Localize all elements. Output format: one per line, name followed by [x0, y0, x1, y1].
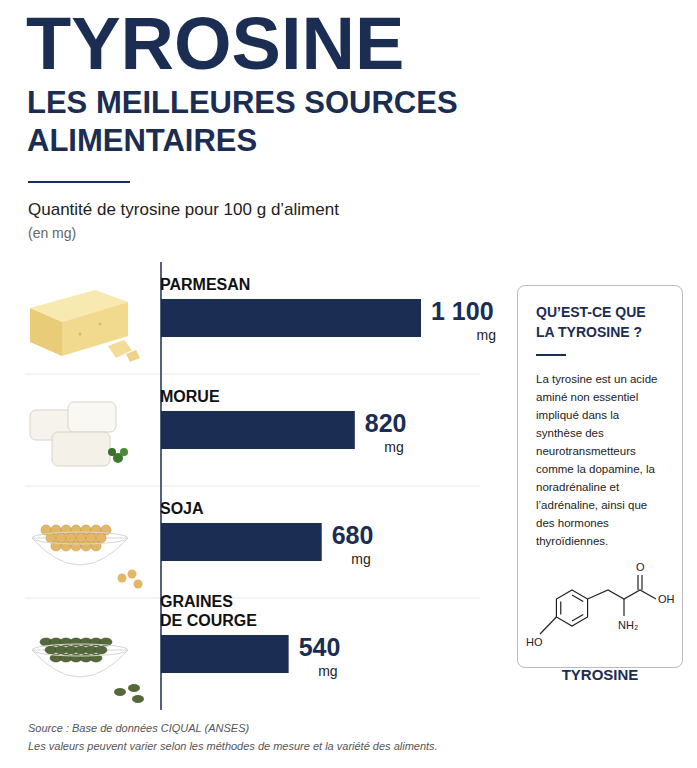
svg-text:mg: mg: [477, 327, 496, 343]
svg-text:DE COURGE: DE COURGE: [160, 612, 257, 629]
html-text:TYROSINE: TYROSINE: [26, 2, 405, 85]
svg-text:820: 820: [365, 409, 407, 437]
html-text:La tyrosine est un acide aminé: La tyrosine est un acide aminé non essen…: [536, 373, 658, 547]
svg-text:OH: OH: [658, 593, 675, 605]
svg-text:mg: mg: [351, 551, 370, 567]
html-text:LES MEILLEURES SOURCES ALIMENT: LES MEILLEURES SOURCES ALIMENTAIRES: [27, 85, 458, 158]
html-text:(en mg): (en mg): [28, 225, 77, 241]
svg-text:HO: HO: [526, 636, 543, 648]
html-text:Les valeurs peuvent varier sel: Les valeurs peuvent varier selon les mét…: [28, 740, 438, 752]
html-text:Source : Base de données CIQUA: Source : Base de données CIQUAL (ANSES): [28, 722, 250, 734]
svg-text:PARMESAN: PARMESAN: [160, 276, 250, 293]
svg-text:1 100: 1 100: [431, 297, 494, 325]
svg-text:680: 680: [332, 521, 374, 549]
html-text:Quantité de tyrosine pour 100: Quantité de tyrosine pour 100 g d’alimen…: [28, 200, 339, 219]
html-text:TYROSINE: TYROSINE: [561, 666, 639, 683]
svg-text:mg: mg: [384, 439, 403, 455]
svg-text:MORUE: MORUE: [160, 388, 220, 405]
svg-text:540: 540: [299, 633, 341, 661]
svg-text:mg: mg: [318, 663, 337, 679]
svg-text:NH₂: NH₂: [618, 619, 638, 631]
svg-text:GRAINES: GRAINES: [160, 593, 233, 610]
svg-text:SOJA: SOJA: [160, 500, 204, 517]
html-text:QU’EST-CE QUE LA TYROSINE ?: QU’EST-CE QUE LA TYROSINE ?: [536, 304, 646, 340]
svg-text:O: O: [636, 561, 645, 573]
